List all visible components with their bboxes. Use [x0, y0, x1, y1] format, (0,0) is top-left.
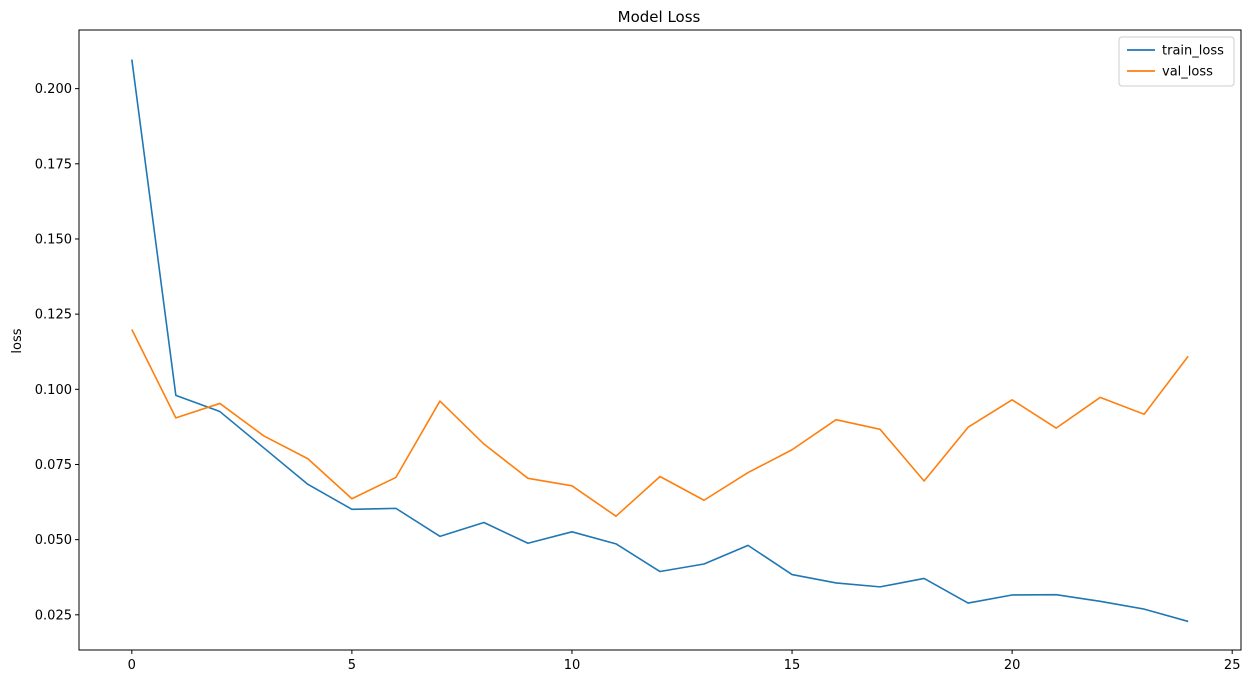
- y-tick-label: 0.100: [35, 383, 72, 398]
- x-tick-label: 10: [564, 658, 581, 673]
- series-line-val-loss: [131, 329, 1189, 518]
- y-tick-label: 0.175: [35, 157, 72, 172]
- x-tick-label: 20: [1004, 658, 1021, 673]
- x-tick-label: 15: [784, 658, 801, 673]
- x-tick-label: 25: [1224, 658, 1241, 673]
- plot-area: [131, 59, 1189, 623]
- y-tick-label: 0.200: [35, 82, 72, 97]
- y-axis-label: loss: [10, 328, 25, 353]
- axes-frame: [78, 29, 1242, 651]
- legend-label-val-loss: val_loss: [1162, 65, 1213, 80]
- x-tick-label: 5: [348, 658, 356, 673]
- y-tick-label: 0.075: [35, 458, 72, 473]
- y-tick-label: 0.150: [35, 232, 72, 247]
- y-tick-label: 0.050: [35, 533, 72, 548]
- y-tick-label: 0.025: [35, 608, 72, 623]
- legend-label-train-loss: train_loss: [1162, 44, 1224, 59]
- legend: train_loss val_loss: [1118, 36, 1235, 87]
- series-line-train-loss: [131, 59, 1189, 623]
- chart-title: Model Loss: [618, 8, 701, 26]
- x-tick-label: 0: [128, 658, 136, 673]
- y-tick-label: 0.125: [35, 308, 72, 323]
